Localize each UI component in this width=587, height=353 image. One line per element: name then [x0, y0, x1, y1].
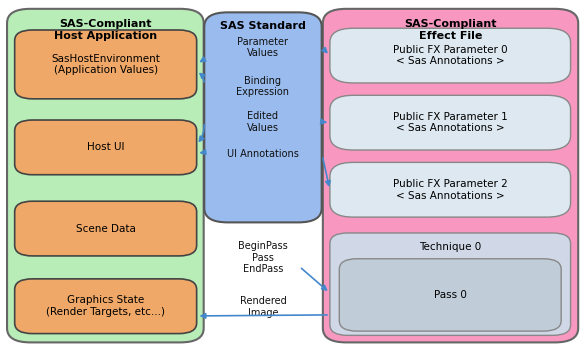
Text: Host UI: Host UI: [87, 142, 124, 152]
Text: Rendered
Image: Rendered Image: [239, 296, 286, 318]
Text: Edited
Values: Edited Values: [247, 111, 279, 133]
FancyBboxPatch shape: [15, 30, 197, 99]
Text: SasHostEnvironment
(Application Values): SasHostEnvironment (Application Values): [51, 54, 160, 75]
Text: Pass 0: Pass 0: [434, 290, 467, 300]
Text: BeginPass
Pass
EndPass: BeginPass Pass EndPass: [238, 241, 288, 274]
Text: Binding
Expression: Binding Expression: [237, 76, 289, 97]
FancyBboxPatch shape: [15, 279, 197, 334]
Text: Public FX Parameter 0
< Sas Annotations >: Public FX Parameter 0 < Sas Annotations …: [393, 45, 508, 66]
FancyBboxPatch shape: [204, 12, 322, 222]
Text: Public FX Parameter 2
< Sas Annotations >: Public FX Parameter 2 < Sas Annotations …: [393, 179, 508, 201]
Text: SAS-Compliant
Effect File: SAS-Compliant Effect File: [404, 19, 497, 41]
FancyBboxPatch shape: [330, 28, 571, 83]
Text: Graphics State
(Render Targets, etc...): Graphics State (Render Targets, etc...): [46, 295, 165, 317]
FancyBboxPatch shape: [330, 233, 571, 335]
FancyBboxPatch shape: [7, 9, 204, 342]
Text: Scene Data: Scene Data: [76, 223, 136, 234]
Text: UI Annotations: UI Annotations: [227, 149, 299, 158]
FancyBboxPatch shape: [330, 95, 571, 150]
Text: Public FX Parameter 1
< Sas Annotations >: Public FX Parameter 1 < Sas Annotations …: [393, 112, 508, 133]
FancyBboxPatch shape: [330, 162, 571, 217]
FancyBboxPatch shape: [15, 201, 197, 256]
Text: Technique 0: Technique 0: [419, 242, 481, 252]
Text: SAS Standard: SAS Standard: [220, 21, 306, 31]
Text: SAS-Compliant
Host Application: SAS-Compliant Host Application: [54, 19, 157, 41]
FancyBboxPatch shape: [323, 9, 578, 342]
FancyBboxPatch shape: [15, 120, 197, 175]
FancyBboxPatch shape: [339, 259, 561, 331]
Text: Parameter
Values: Parameter Values: [238, 37, 288, 59]
